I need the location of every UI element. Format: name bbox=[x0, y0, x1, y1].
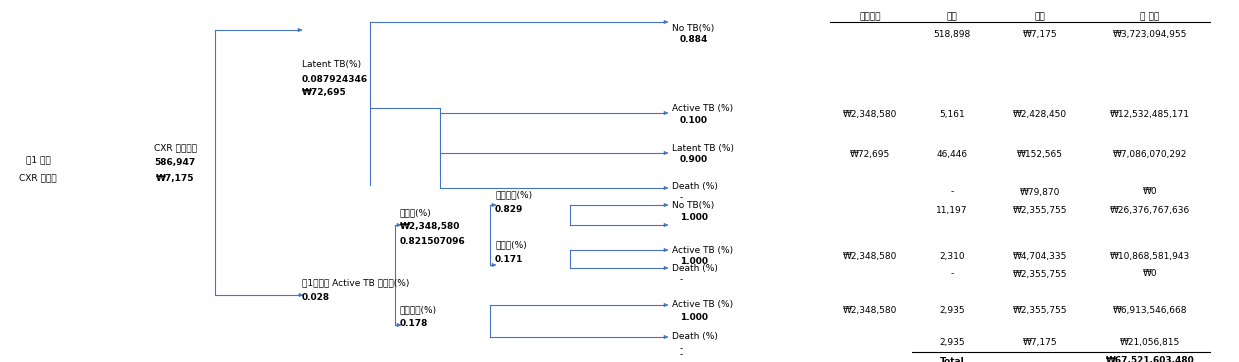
Text: 0.821507096: 0.821507096 bbox=[400, 236, 466, 245]
Text: 1.000: 1.000 bbox=[680, 212, 707, 222]
Text: ₩7,086,070,292: ₩7,086,070,292 bbox=[1113, 150, 1187, 159]
Text: 총 비용: 총 비용 bbox=[1140, 12, 1160, 21]
Text: ₩152,565: ₩152,565 bbox=[1017, 150, 1063, 159]
Text: 0.900: 0.900 bbox=[680, 156, 709, 164]
Text: 0.178: 0.178 bbox=[400, 320, 429, 328]
Text: 586,947: 586,947 bbox=[155, 157, 196, 167]
Text: ₩2,355,755: ₩2,355,755 bbox=[1012, 269, 1067, 278]
Text: 비용: 비용 bbox=[1035, 12, 1046, 21]
Text: ₩10,868,581,943: ₩10,868,581,943 bbox=[1110, 252, 1191, 261]
Text: Death (%): Death (%) bbox=[672, 181, 717, 190]
Text: ₩6,913,546,668: ₩6,913,546,668 bbox=[1113, 307, 1187, 316]
Text: Active TB (%): Active TB (%) bbox=[672, 300, 733, 310]
Text: ₩3,723,094,955: ₩3,723,094,955 bbox=[1113, 29, 1187, 38]
Text: ₩7,175: ₩7,175 bbox=[1022, 338, 1057, 348]
Text: Active TB (%): Active TB (%) bbox=[672, 104, 733, 113]
Text: -: - bbox=[950, 188, 954, 197]
Text: 0.171: 0.171 bbox=[496, 254, 523, 264]
Text: ₩2,428,450: ₩2,428,450 bbox=[1014, 109, 1067, 118]
Text: 고1 인구: 고1 인구 bbox=[26, 156, 51, 164]
Text: No TB(%): No TB(%) bbox=[672, 24, 714, 33]
Text: CXR 검사비용: CXR 검사비용 bbox=[154, 143, 197, 152]
Text: Active TB (%): Active TB (%) bbox=[672, 245, 733, 254]
Text: ₩21,056,815: ₩21,056,815 bbox=[1120, 338, 1180, 348]
Text: 0.884: 0.884 bbox=[680, 35, 709, 45]
Text: 0.087924346: 0.087924346 bbox=[302, 75, 368, 84]
Text: ₩26,376,767,636: ₩26,376,767,636 bbox=[1110, 206, 1191, 215]
Text: ₩2,348,580: ₩2,348,580 bbox=[400, 223, 461, 232]
Text: 2,310: 2,310 bbox=[939, 252, 965, 261]
Text: 1.000: 1.000 bbox=[680, 257, 707, 266]
Text: -: - bbox=[950, 269, 954, 278]
Text: ₩7,175: ₩7,175 bbox=[1022, 29, 1057, 38]
Text: -: - bbox=[680, 275, 683, 285]
Text: -: - bbox=[680, 350, 683, 359]
Text: ₩2,355,755: ₩2,355,755 bbox=[1012, 307, 1067, 316]
Text: ₩2,355,755: ₩2,355,755 bbox=[1012, 206, 1067, 215]
Text: 인원: 인원 bbox=[947, 12, 958, 21]
Text: 0.829: 0.829 bbox=[496, 205, 523, 214]
Text: Latent TB (%): Latent TB (%) bbox=[672, 143, 733, 152]
Text: 518,898: 518,898 bbox=[933, 29, 970, 38]
Text: 46,446: 46,446 bbox=[937, 150, 968, 159]
Text: Death (%): Death (%) bbox=[672, 333, 717, 341]
Text: Total: Total bbox=[939, 357, 964, 362]
Text: 11,197: 11,197 bbox=[937, 206, 968, 215]
Text: 치료율(%): 치료율(%) bbox=[400, 209, 431, 218]
Text: ₩2,348,580: ₩2,348,580 bbox=[843, 109, 897, 118]
Text: ₩72,695: ₩72,695 bbox=[302, 88, 347, 97]
Text: 5,161: 5,161 bbox=[939, 109, 965, 118]
Text: 미치료율(%): 미치료율(%) bbox=[400, 306, 437, 315]
Text: Latent TB(%): Latent TB(%) bbox=[302, 60, 361, 70]
Text: ₩7,175: ₩7,175 bbox=[156, 173, 195, 182]
Text: 고1인구중 Active TB 유병률(%): 고1인구중 Active TB 유병률(%) bbox=[302, 278, 409, 287]
Text: 1.000: 1.000 bbox=[680, 312, 707, 321]
Text: 미완료(%): 미완료(%) bbox=[496, 240, 527, 249]
Text: No TB(%): No TB(%) bbox=[672, 201, 714, 210]
Text: ₩2,348,580: ₩2,348,580 bbox=[843, 307, 897, 316]
Text: -: - bbox=[680, 194, 683, 202]
Text: -: - bbox=[680, 345, 683, 354]
Text: CXR 검사비: CXR 검사비 bbox=[19, 173, 57, 182]
Text: 2,935: 2,935 bbox=[939, 307, 965, 316]
Text: 치료비용: 치료비용 bbox=[860, 12, 881, 21]
Text: ₩67,521,603,480: ₩67,521,603,480 bbox=[1105, 357, 1194, 362]
Text: 2,935: 2,935 bbox=[939, 338, 965, 348]
Text: ₩0: ₩0 bbox=[1142, 269, 1157, 278]
Text: Death (%): Death (%) bbox=[672, 264, 717, 273]
Text: 0.028: 0.028 bbox=[302, 292, 330, 302]
Text: ₩72,695: ₩72,695 bbox=[850, 150, 890, 159]
Text: ₩79,870: ₩79,870 bbox=[1020, 188, 1061, 197]
Text: ₩4,704,335: ₩4,704,335 bbox=[1012, 252, 1067, 261]
Text: 치료완료(%): 치료완료(%) bbox=[496, 190, 532, 199]
Text: 0.100: 0.100 bbox=[680, 115, 707, 125]
Text: ₩0: ₩0 bbox=[1142, 188, 1157, 197]
Text: ₩2,348,580: ₩2,348,580 bbox=[843, 252, 897, 261]
Text: ₩12,532,485,171: ₩12,532,485,171 bbox=[1110, 109, 1189, 118]
